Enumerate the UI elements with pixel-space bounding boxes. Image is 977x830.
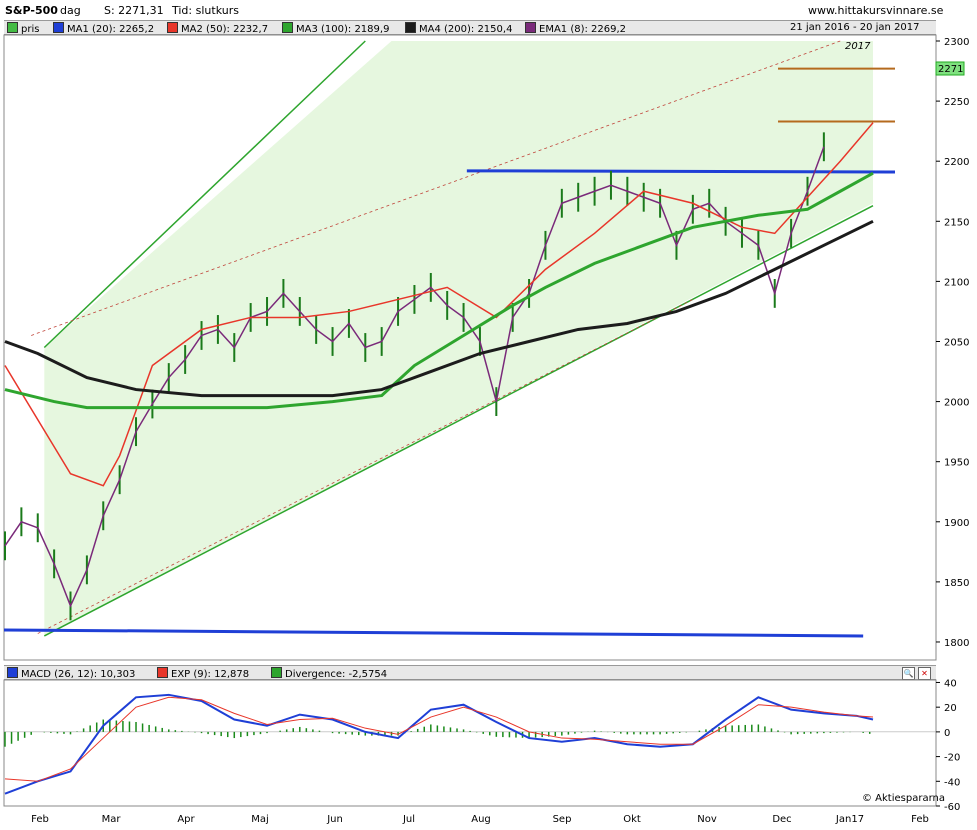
x-month-label: Jan17 [835, 814, 864, 825]
divergence-swatch [271, 667, 282, 678]
macd-y-label: -60 [944, 802, 960, 813]
price-legend: pris MA1 (20): 2265,2 MA2 (50): 2232,7 M… [4, 20, 936, 35]
price-y-label: 2150 [944, 217, 969, 228]
price-y-label: 2200 [944, 157, 969, 168]
site-link[interactable]: www.hittakursvinnare.se [808, 4, 944, 17]
macd-y-label: 40 [944, 678, 957, 689]
year-mark: 2017 [845, 41, 871, 52]
legend-ma1: MA1 (20): 2265,2 [53, 22, 154, 35]
price-y-label: 1950 [944, 458, 969, 469]
x-month-label: Aug [471, 814, 491, 825]
price-y-label: 2000 [944, 398, 969, 409]
exp-swatch [157, 667, 168, 678]
macd-y-label: 20 [944, 703, 957, 714]
x-month-label: Sep [553, 814, 572, 825]
price-panel-frame [3, 34, 937, 661]
ma-line-3 [4, 171, 874, 410]
lower-dashed-line [37, 299, 694, 634]
x-month-label: Apr [177, 814, 195, 825]
legend-exp: EXP (9): 12,878 [157, 667, 249, 680]
ema1-swatch [525, 22, 536, 33]
price-y-label: 1800 [944, 638, 969, 649]
macd-y-label: -40 [944, 777, 960, 788]
price-y-label: 1850 [944, 578, 969, 589]
ma2-swatch [167, 22, 178, 33]
period-label: dag [60, 4, 81, 17]
symbol-title: S&P-500 [5, 4, 58, 17]
macd-panel-frame [3, 679, 937, 807]
x-month-label: Dec [772, 814, 791, 825]
ma1-swatch [53, 22, 64, 33]
price-y-label: 2300 [944, 37, 969, 48]
x-month-label: Feb [31, 814, 49, 825]
x-month-label: Nov [697, 814, 717, 825]
price-y-label: 2050 [944, 337, 969, 348]
price-type: Tid: slutkurs [172, 4, 239, 17]
macd-swatch [7, 667, 18, 678]
legend-divergence: Divergence: -2,5754 [271, 667, 387, 680]
credit-label: © Aktiespararna [862, 793, 945, 804]
exp-line [4, 696, 874, 782]
date-range: 21 jan 2016 - 20 jan 2017 [790, 22, 920, 33]
price-tag: 2271 [938, 64, 963, 75]
x-month-label: Mar [102, 814, 122, 825]
price-swatch [7, 22, 18, 33]
support-line-1810 [3, 628, 864, 638]
lower-channel-line [43, 205, 874, 637]
legend-ma4: MA4 (200): 2150,4 [405, 22, 512, 35]
ma4-swatch [405, 22, 416, 33]
x-month-label: Jun [326, 814, 343, 825]
price-y-label: 1900 [944, 518, 969, 529]
upper-channel-line [43, 40, 366, 349]
macd-y-label: -20 [944, 753, 960, 764]
ma-line-4 [4, 219, 874, 398]
x-month-label: Maj [251, 814, 269, 825]
x-month-label: Okt [623, 814, 641, 825]
chart-header: S&P-500 dag S: 2271,31 Tid: slutkurs www… [0, 0, 977, 20]
price-y-label: 2250 [944, 97, 969, 108]
price-tag-box [935, 61, 965, 76]
macd-line [4, 693, 874, 795]
ma3-swatch [282, 22, 293, 33]
macd-y-label: 0 [944, 728, 950, 739]
legend-ma2: MA2 (50): 2232,7 [167, 22, 268, 35]
legend-ma3: MA3 (100): 2189,9 [282, 22, 389, 35]
legend-ema1: EMA1 (8): 2269,2 [525, 22, 626, 35]
resistance-line-2190 [466, 169, 896, 174]
ema1-line [4, 146, 825, 608]
x-month-label: Jul [402, 814, 415, 825]
legend-price: pris [7, 22, 39, 35]
legend-macd: MACD (26, 12): 10,303 [7, 667, 135, 680]
ma-line-2 [4, 122, 874, 487]
x-month-label: Feb [911, 814, 929, 825]
price-y-label: 2100 [944, 277, 969, 288]
last-price: S: 2271,31 [104, 4, 164, 17]
